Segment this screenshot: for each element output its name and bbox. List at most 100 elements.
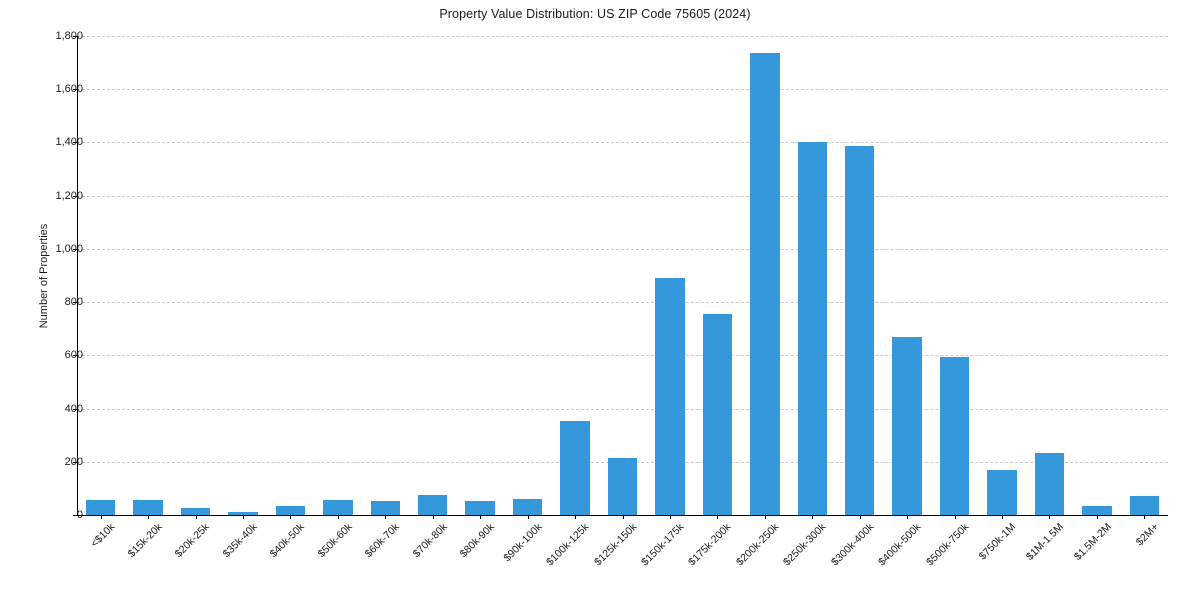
y-tick-mark	[73, 515, 77, 516]
x-tick-mark	[575, 515, 577, 519]
y-tick-label: 400	[64, 402, 83, 415]
bar	[228, 512, 258, 515]
x-tick-mark	[148, 515, 150, 519]
y-tick-mark	[73, 248, 77, 250]
y-gridline	[77, 142, 1168, 144]
x-tick-mark	[717, 515, 719, 519]
x-tick-label: $60k-70k	[362, 521, 402, 561]
y-gridline	[77, 408, 1168, 410]
x-tick-mark	[1001, 515, 1003, 519]
bar	[86, 500, 116, 515]
x-tick-label: $50k-60k	[315, 521, 355, 561]
y-gridline	[77, 355, 1168, 357]
chart-title: Property Value Distribution: US ZIP Code…	[439, 7, 751, 21]
x-tick-mark	[385, 515, 387, 519]
y-tick-mark	[73, 89, 77, 91]
x-tick-label: $1.5M-2M	[1071, 521, 1114, 563]
x-tick-mark	[243, 515, 245, 519]
bar	[702, 314, 733, 515]
x-tick-mark	[100, 515, 102, 519]
bar	[418, 495, 448, 515]
x-tick-label: $1M-1.5M	[1023, 521, 1066, 563]
bar	[607, 458, 638, 515]
x-tick-mark	[432, 515, 434, 519]
x-tick-mark	[669, 515, 671, 519]
x-tick-mark	[1096, 515, 1098, 519]
x-tick-label: $2M+	[1133, 521, 1161, 549]
x-tick-label: $20k-25k	[173, 521, 213, 561]
y-tick-label: 200	[64, 455, 83, 468]
bar	[275, 506, 306, 515]
x-tick-mark	[1049, 515, 1051, 519]
bar	[892, 336, 922, 515]
bar	[180, 508, 211, 515]
y-tick-mark	[73, 142, 77, 144]
x-tick-label: $150k-175k	[639, 521, 687, 569]
y-tick-label: 1,600	[55, 83, 83, 96]
bar	[560, 421, 590, 515]
bar	[1129, 496, 1159, 515]
y-tick-label: 1,200	[55, 189, 83, 202]
y-gridline	[77, 36, 1168, 37]
y-tick-mark	[73, 408, 77, 410]
x-tick-label: $500k-750k	[923, 521, 972, 569]
y-tick-mark	[73, 36, 77, 37]
y-tick-label: 1,000	[55, 242, 83, 255]
bar	[987, 470, 1017, 515]
x-tick-mark	[622, 515, 624, 519]
x-tick-mark	[480, 515, 482, 519]
bar	[844, 146, 875, 515]
bar	[750, 52, 780, 515]
x-tick-label: <$10k	[88, 521, 118, 550]
bar	[797, 142, 827, 515]
x-tick-label: $100k-125k	[544, 521, 592, 569]
y-tick-mark	[73, 355, 77, 357]
plot-area: Number of Properties 0 200 400 600 800 1,000 1,…	[38, 30, 1168, 521]
bar	[465, 501, 495, 515]
y-tick-mark	[73, 195, 77, 197]
y-axis-label: Number of Properties	[38, 223, 50, 328]
x-tick-label: $300k-400k	[828, 521, 877, 569]
x-tick-mark	[859, 515, 861, 519]
bar	[1034, 453, 1065, 515]
x-tick-label: $35k-40k	[220, 521, 260, 561]
x-tick-mark	[527, 515, 529, 519]
y-tick-label: 1,800	[55, 30, 83, 42]
x-tick-label: $250k-300k	[781, 521, 829, 569]
x-tick-label: $15k-20k	[125, 521, 165, 561]
x-tick-mark	[1144, 515, 1146, 519]
y-tick-label: 1,400	[55, 136, 83, 149]
bar	[939, 357, 970, 515]
x-tick-label: $70k-80k	[410, 521, 450, 561]
x-tick-mark	[290, 515, 292, 519]
x-tick-label: $40k-50k	[267, 521, 307, 561]
bar	[133, 500, 163, 515]
y-tick-mark	[73, 461, 77, 463]
y-tick-label: 800	[64, 296, 83, 309]
bar	[323, 500, 353, 515]
x-tick-label: $175k-200k	[686, 521, 734, 569]
y-tick-label: 600	[64, 349, 83, 362]
bar	[512, 499, 543, 515]
x-tick-mark	[812, 515, 814, 519]
bar	[370, 501, 401, 515]
x-tick-label: $400k-500k	[876, 521, 924, 569]
y-gridline	[77, 248, 1168, 250]
y-tick-label: 0	[76, 509, 83, 521]
y-axis	[77, 36, 78, 515]
x-tick-label: $80k-90k	[457, 521, 497, 561]
x-tick-mark	[907, 515, 909, 519]
y-gridline	[77, 302, 1168, 304]
y-gridline	[77, 89, 1168, 91]
bar	[1082, 505, 1112, 515]
y-gridline	[77, 195, 1168, 197]
x-tick-label: $125k-150k	[591, 521, 639, 569]
x-tick-mark	[954, 515, 956, 519]
x-tick-label: $750k-1M	[976, 521, 1019, 563]
x-tick-label: $200k-250k	[733, 521, 782, 569]
x-tick-label: $90k-100k	[500, 521, 545, 565]
x-tick-mark	[764, 515, 766, 519]
x-tick-mark	[337, 515, 339, 519]
x-tick-mark	[195, 515, 197, 519]
